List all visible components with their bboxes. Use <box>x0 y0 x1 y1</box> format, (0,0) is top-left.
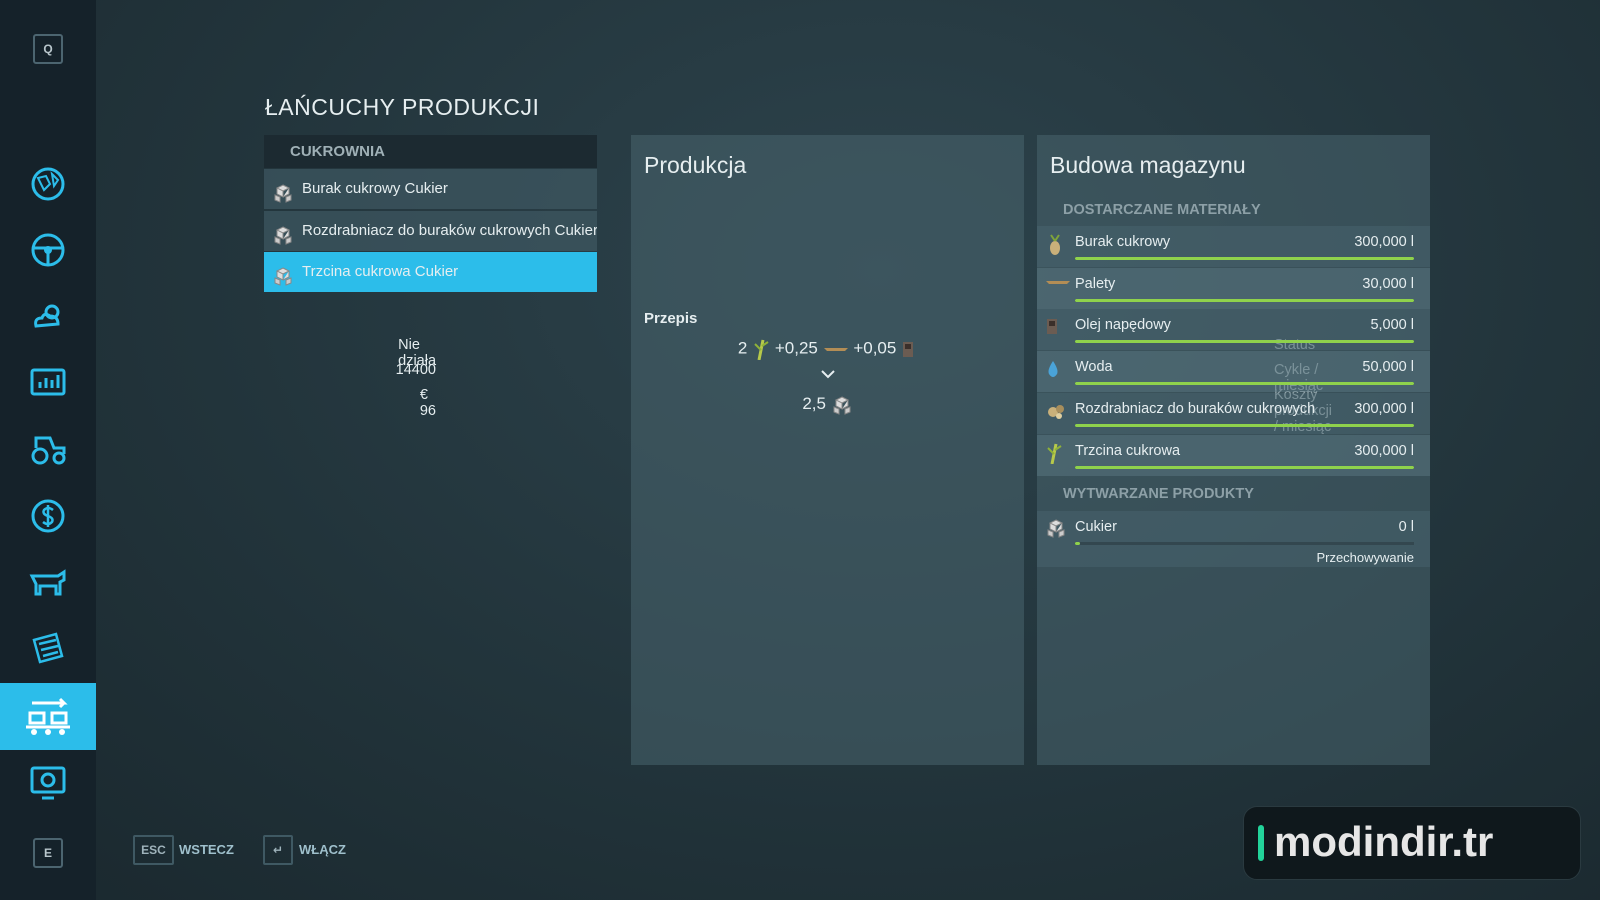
contracts-icon[interactable] <box>28 628 68 668</box>
level-track <box>1075 423 1414 427</box>
level-track <box>1075 382 1414 386</box>
recipe-output: 2,5 <box>631 394 1024 415</box>
active-nav[interactable] <box>0 683 96 750</box>
storage-row: Trzcina cukrowa 300,000 l <box>1037 434 1430 476</box>
key-hint[interactable]: ↵ <box>263 835 293 865</box>
material-name: Cukier <box>1075 519 1117 535</box>
diesel-icon <box>903 342 914 357</box>
menu-key[interactable]: E <box>33 838 63 868</box>
arrow-down <box>821 370 835 379</box>
sugar-icon <box>833 395 851 415</box>
storage-mode: Przechowywanie <box>1316 550 1414 565</box>
storage-row: Olej napędowy 5,000 l <box>1037 309 1430 351</box>
recipe-amount: +0,25 <box>774 338 818 358</box>
recipe-title: Przepis <box>644 310 698 327</box>
level-bar <box>1075 423 1414 427</box>
watermark: modindir.tr <box>1274 818 1494 865</box>
material-amount: 300,000 l <box>1354 234 1414 250</box>
recipe-amount: 2 <box>737 338 748 358</box>
chain-name: Rozdrabniacz do buraków cukrowych Cukier <box>302 221 597 239</box>
material-icon <box>1045 358 1061 385</box>
help-icon[interactable] <box>28 762 68 802</box>
page-title: ŁAŃCUCHY PRODUKCJI <box>265 94 540 120</box>
enable-button[interactable]: WŁĄCZ <box>299 842 346 857</box>
chain-name: Trzcina cukrowa Cukier <box>302 263 459 280</box>
material-icon <box>1045 275 1071 294</box>
level-bar <box>1075 340 1414 344</box>
storage-panel: Budowa magazynu <box>1037 135 1430 765</box>
material-name: Rozdrabniacz do buraków cukrowych <box>1075 400 1316 417</box>
recipe-amount: 2,5 <box>802 394 826 413</box>
panel-title: Budowa magazynu <box>1050 152 1246 178</box>
key-hint[interactable]: ESC <box>133 835 174 865</box>
stat-value: € 96 <box>419 387 436 419</box>
vehicle-icon[interactable] <box>28 230 68 270</box>
recipe-amount: +0,05 <box>853 338 897 358</box>
sugar-icon <box>272 221 294 251</box>
chain-item[interactable]: Trzcina cukrowa Cukier <box>264 252 597 292</box>
level-track <box>1075 257 1414 260</box>
storage-row: Woda 50,000 l <box>1037 351 1430 393</box>
material-icon <box>1045 233 1065 262</box>
material-icon <box>1045 400 1067 427</box>
sugar-icon <box>272 262 294 292</box>
storage-row: Cukier 0 l Przechowywanie <box>1037 511 1430 567</box>
level-track <box>1075 298 1414 302</box>
material-amount: 300,000 l <box>1354 400 1414 417</box>
stat-value: 14400 <box>395 362 436 378</box>
pallet-icon <box>823 348 848 351</box>
tractor-icon[interactable] <box>28 428 68 468</box>
material-amount: 50,000 l <box>1362 359 1414 376</box>
level-bar <box>1075 382 1414 386</box>
weather-icon[interactable] <box>28 296 68 336</box>
animals-icon[interactable] <box>28 562 68 602</box>
group-title: CUKROWNIA <box>290 143 385 160</box>
material-icon <box>1045 442 1063 469</box>
chain-name: Burak cukrowy Cukier <box>302 180 448 197</box>
sidebar: Q E <box>0 0 96 900</box>
chain-item[interactable]: Rozdrabniacz do buraków cukrowych Cukier <box>264 210 597 251</box>
storage-row: Burak cukrowy 300,000 l <box>1037 226 1430 267</box>
section-header: DOSTARCZANE MATERIAŁY <box>1063 202 1261 218</box>
stat-value: Nie działa <box>398 337 437 369</box>
production-panel: Produkcja StatusNie działaCykle / miesią… <box>396 135 1332 765</box>
level-track <box>1075 465 1414 469</box>
watermark-bar <box>1258 825 1264 861</box>
watermark-box: modindir.tr <box>1243 806 1581 880</box>
level-bar <box>1075 465 1414 469</box>
storage-row: Rozdrabniacz do buraków cukrowych 300,000… <box>1037 392 1430 434</box>
material-name: Palety <box>1075 275 1116 292</box>
material-amount: 30,000 l <box>1362 275 1414 292</box>
finance-icon[interactable] <box>28 496 68 536</box>
panel-title: Produkcja <box>644 152 747 178</box>
material-name: Olej napędowy <box>1075 317 1171 334</box>
chain-item[interactable]: Burak cukrowy Cukier <box>264 169 597 209</box>
level-bar <box>1075 298 1414 302</box>
group-header: CUKROWNIA <box>264 135 597 168</box>
section-header: WYTWARZANE PRODUKTY <box>1063 486 1254 502</box>
level-bar <box>1075 542 1080 545</box>
material-amount: 0 l <box>1398 519 1414 535</box>
material-amount: 300,000 l <box>1354 442 1414 459</box>
map-icon[interactable] <box>28 164 68 204</box>
level-track <box>1075 340 1414 344</box>
material-amount: 5,000 l <box>1370 317 1414 334</box>
sugar-icon <box>272 179 294 209</box>
material-name: Trzcina cukrowa <box>1075 442 1181 459</box>
material-name: Woda <box>1075 359 1113 376</box>
stats-icon[interactable] <box>28 362 68 402</box>
material-name: Burak cukrowy <box>1075 234 1171 250</box>
level-track <box>1075 542 1414 545</box>
back-button[interactable]: WSTECZ <box>179 842 234 857</box>
level-bar <box>1075 257 1414 260</box>
recipe-inputs: 2 +0,25 +0,05 <box>631 338 1024 361</box>
material-icon <box>1045 316 1061 341</box>
storage-row: Palety 30,000 l <box>1037 267 1430 309</box>
sugarcane-icon <box>754 339 769 361</box>
material-icon <box>1045 518 1067 543</box>
menu-key[interactable]: Q <box>33 34 63 64</box>
production-icon <box>26 697 70 735</box>
